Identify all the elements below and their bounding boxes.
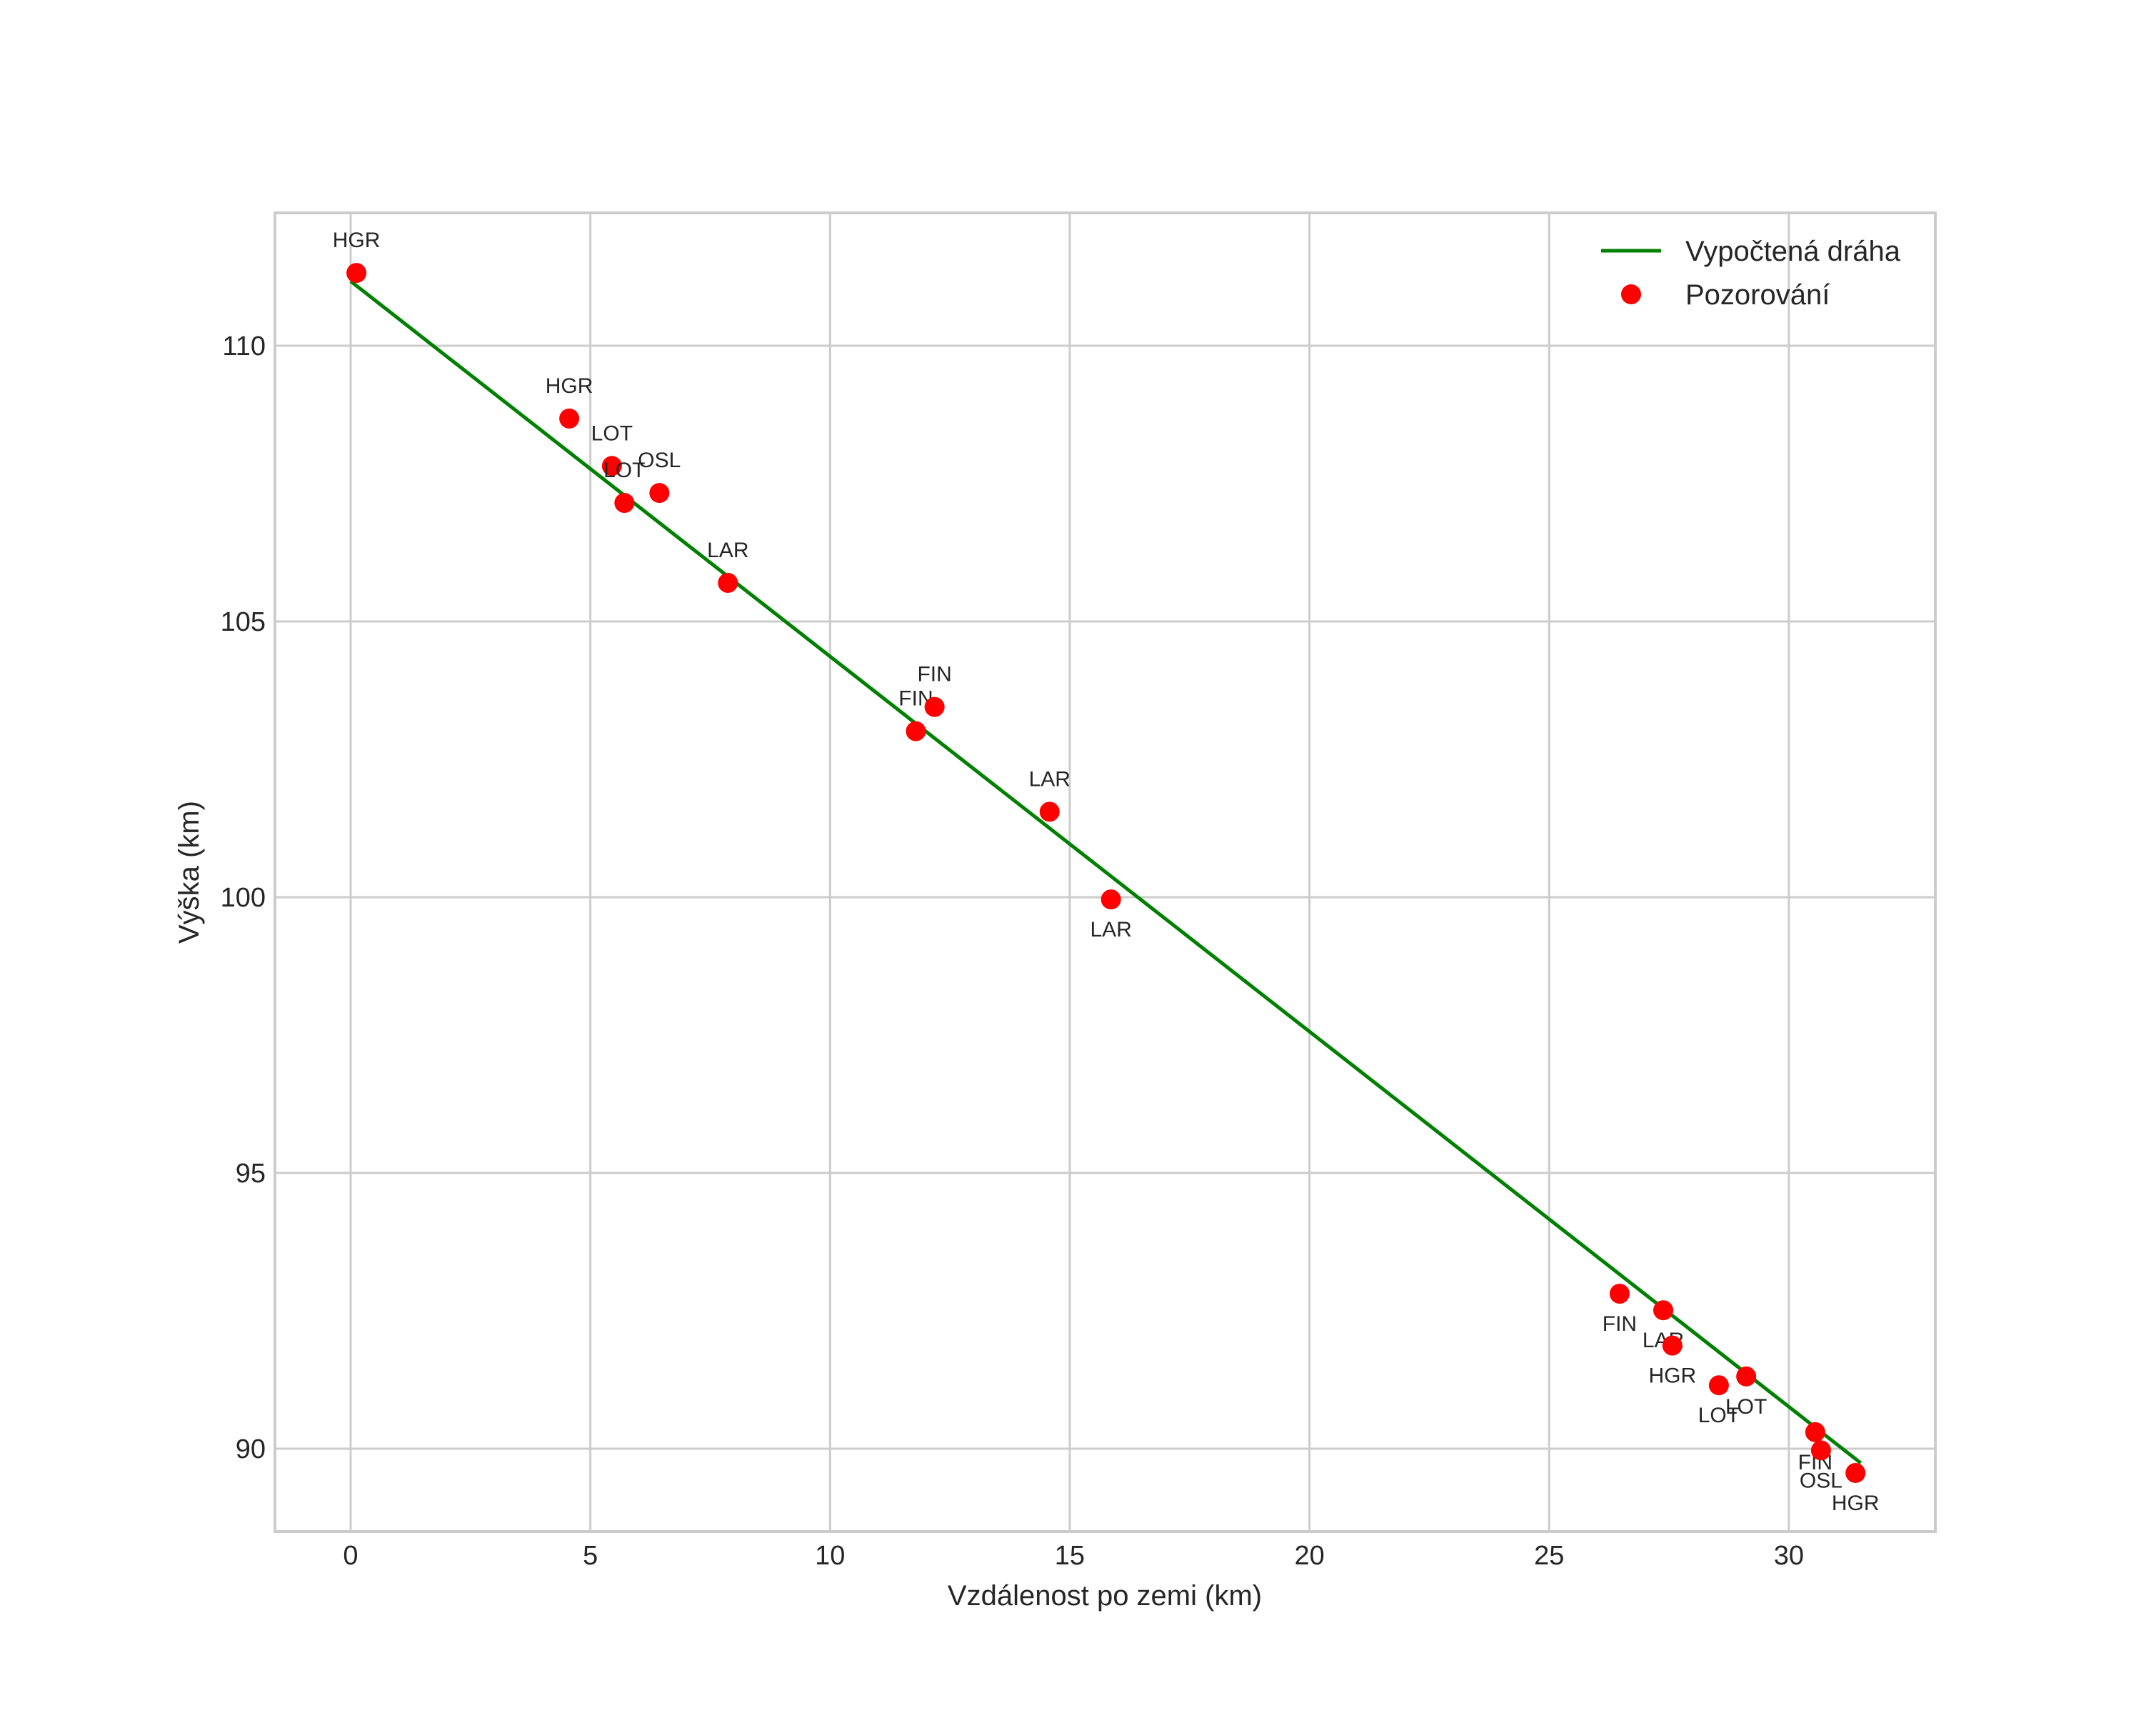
station-label: LOT xyxy=(1698,1404,1740,1427)
station-label: OSL xyxy=(1800,1469,1842,1492)
computed-trajectory-line xyxy=(349,279,1862,1465)
observation-point xyxy=(1100,889,1121,910)
station-label: HGR xyxy=(546,374,593,398)
trajectory-line xyxy=(349,279,1862,1465)
x-tick-label: 5 xyxy=(583,1541,598,1571)
observation-point xyxy=(614,493,635,514)
station-label: FIN xyxy=(1603,1312,1637,1336)
observation-point xyxy=(1609,1284,1630,1304)
y-tick-label: 90 xyxy=(236,1434,266,1464)
x-tick-label: 15 xyxy=(1055,1541,1085,1571)
x-tick-label: 20 xyxy=(1294,1541,1324,1571)
legend-marker-label: Pozorování xyxy=(1685,279,1830,311)
station-label: FIN xyxy=(917,663,951,686)
legend-line-label: Vypočtená dráha xyxy=(1685,236,1901,267)
observation-point xyxy=(1039,801,1060,822)
observation-point xyxy=(601,456,622,476)
station-label: LOT xyxy=(591,421,633,445)
station-label: LAR xyxy=(1029,767,1071,791)
observation-point xyxy=(1810,1440,1831,1461)
x-tick-label: 10 xyxy=(815,1541,845,1571)
station-label: HGR xyxy=(1648,1364,1696,1388)
x-tick-label: 25 xyxy=(1534,1541,1564,1571)
x-axis-ticks: 0 5 10 15 20 25 30 xyxy=(343,1541,1804,1571)
legend-marker-swatch xyxy=(1621,284,1641,304)
observation-point xyxy=(346,263,367,284)
y-axis-ticks: 90 95 100 105 110 xyxy=(221,331,266,1464)
observation-point xyxy=(1662,1335,1683,1356)
observation-point xyxy=(1653,1300,1674,1321)
axes-frame xyxy=(274,211,1937,1533)
observation-point xyxy=(924,696,945,717)
x-tick-label: 0 xyxy=(343,1541,358,1571)
x-tick-label: 30 xyxy=(1774,1541,1804,1571)
observation-points: HGRHGRLOTLOTOSLLARFINFINLARLARFINLARHGRL… xyxy=(333,229,1880,1515)
y-tick-label: 95 xyxy=(236,1159,266,1189)
y-tick-label: 100 xyxy=(221,883,266,913)
station-label: LAR xyxy=(707,539,748,562)
x-axis-label: Vzdálenost po zemi (km) xyxy=(948,1580,1262,1612)
station-label: OSL xyxy=(638,449,681,472)
y-tick-label: 110 xyxy=(222,331,266,361)
observation-point xyxy=(1708,1375,1729,1396)
y-tick-label: 105 xyxy=(221,607,266,637)
observation-point xyxy=(559,408,580,429)
observation-point xyxy=(649,483,670,504)
station-label: LAR xyxy=(1090,918,1132,942)
observation-point xyxy=(1845,1462,1866,1483)
observation-point xyxy=(1805,1422,1825,1442)
station-label: LOT xyxy=(1725,1395,1767,1419)
legend: Vypočtená dráha Pozorování xyxy=(1601,236,1901,311)
observation-point xyxy=(718,572,738,593)
station-label: HGR xyxy=(333,229,381,252)
station-label: HGR xyxy=(1832,1492,1880,1515)
y-axis-label: Výška (km) xyxy=(174,801,205,944)
observation-point xyxy=(906,721,926,741)
station-label: LOT xyxy=(603,459,645,482)
observation-point xyxy=(1736,1366,1757,1387)
